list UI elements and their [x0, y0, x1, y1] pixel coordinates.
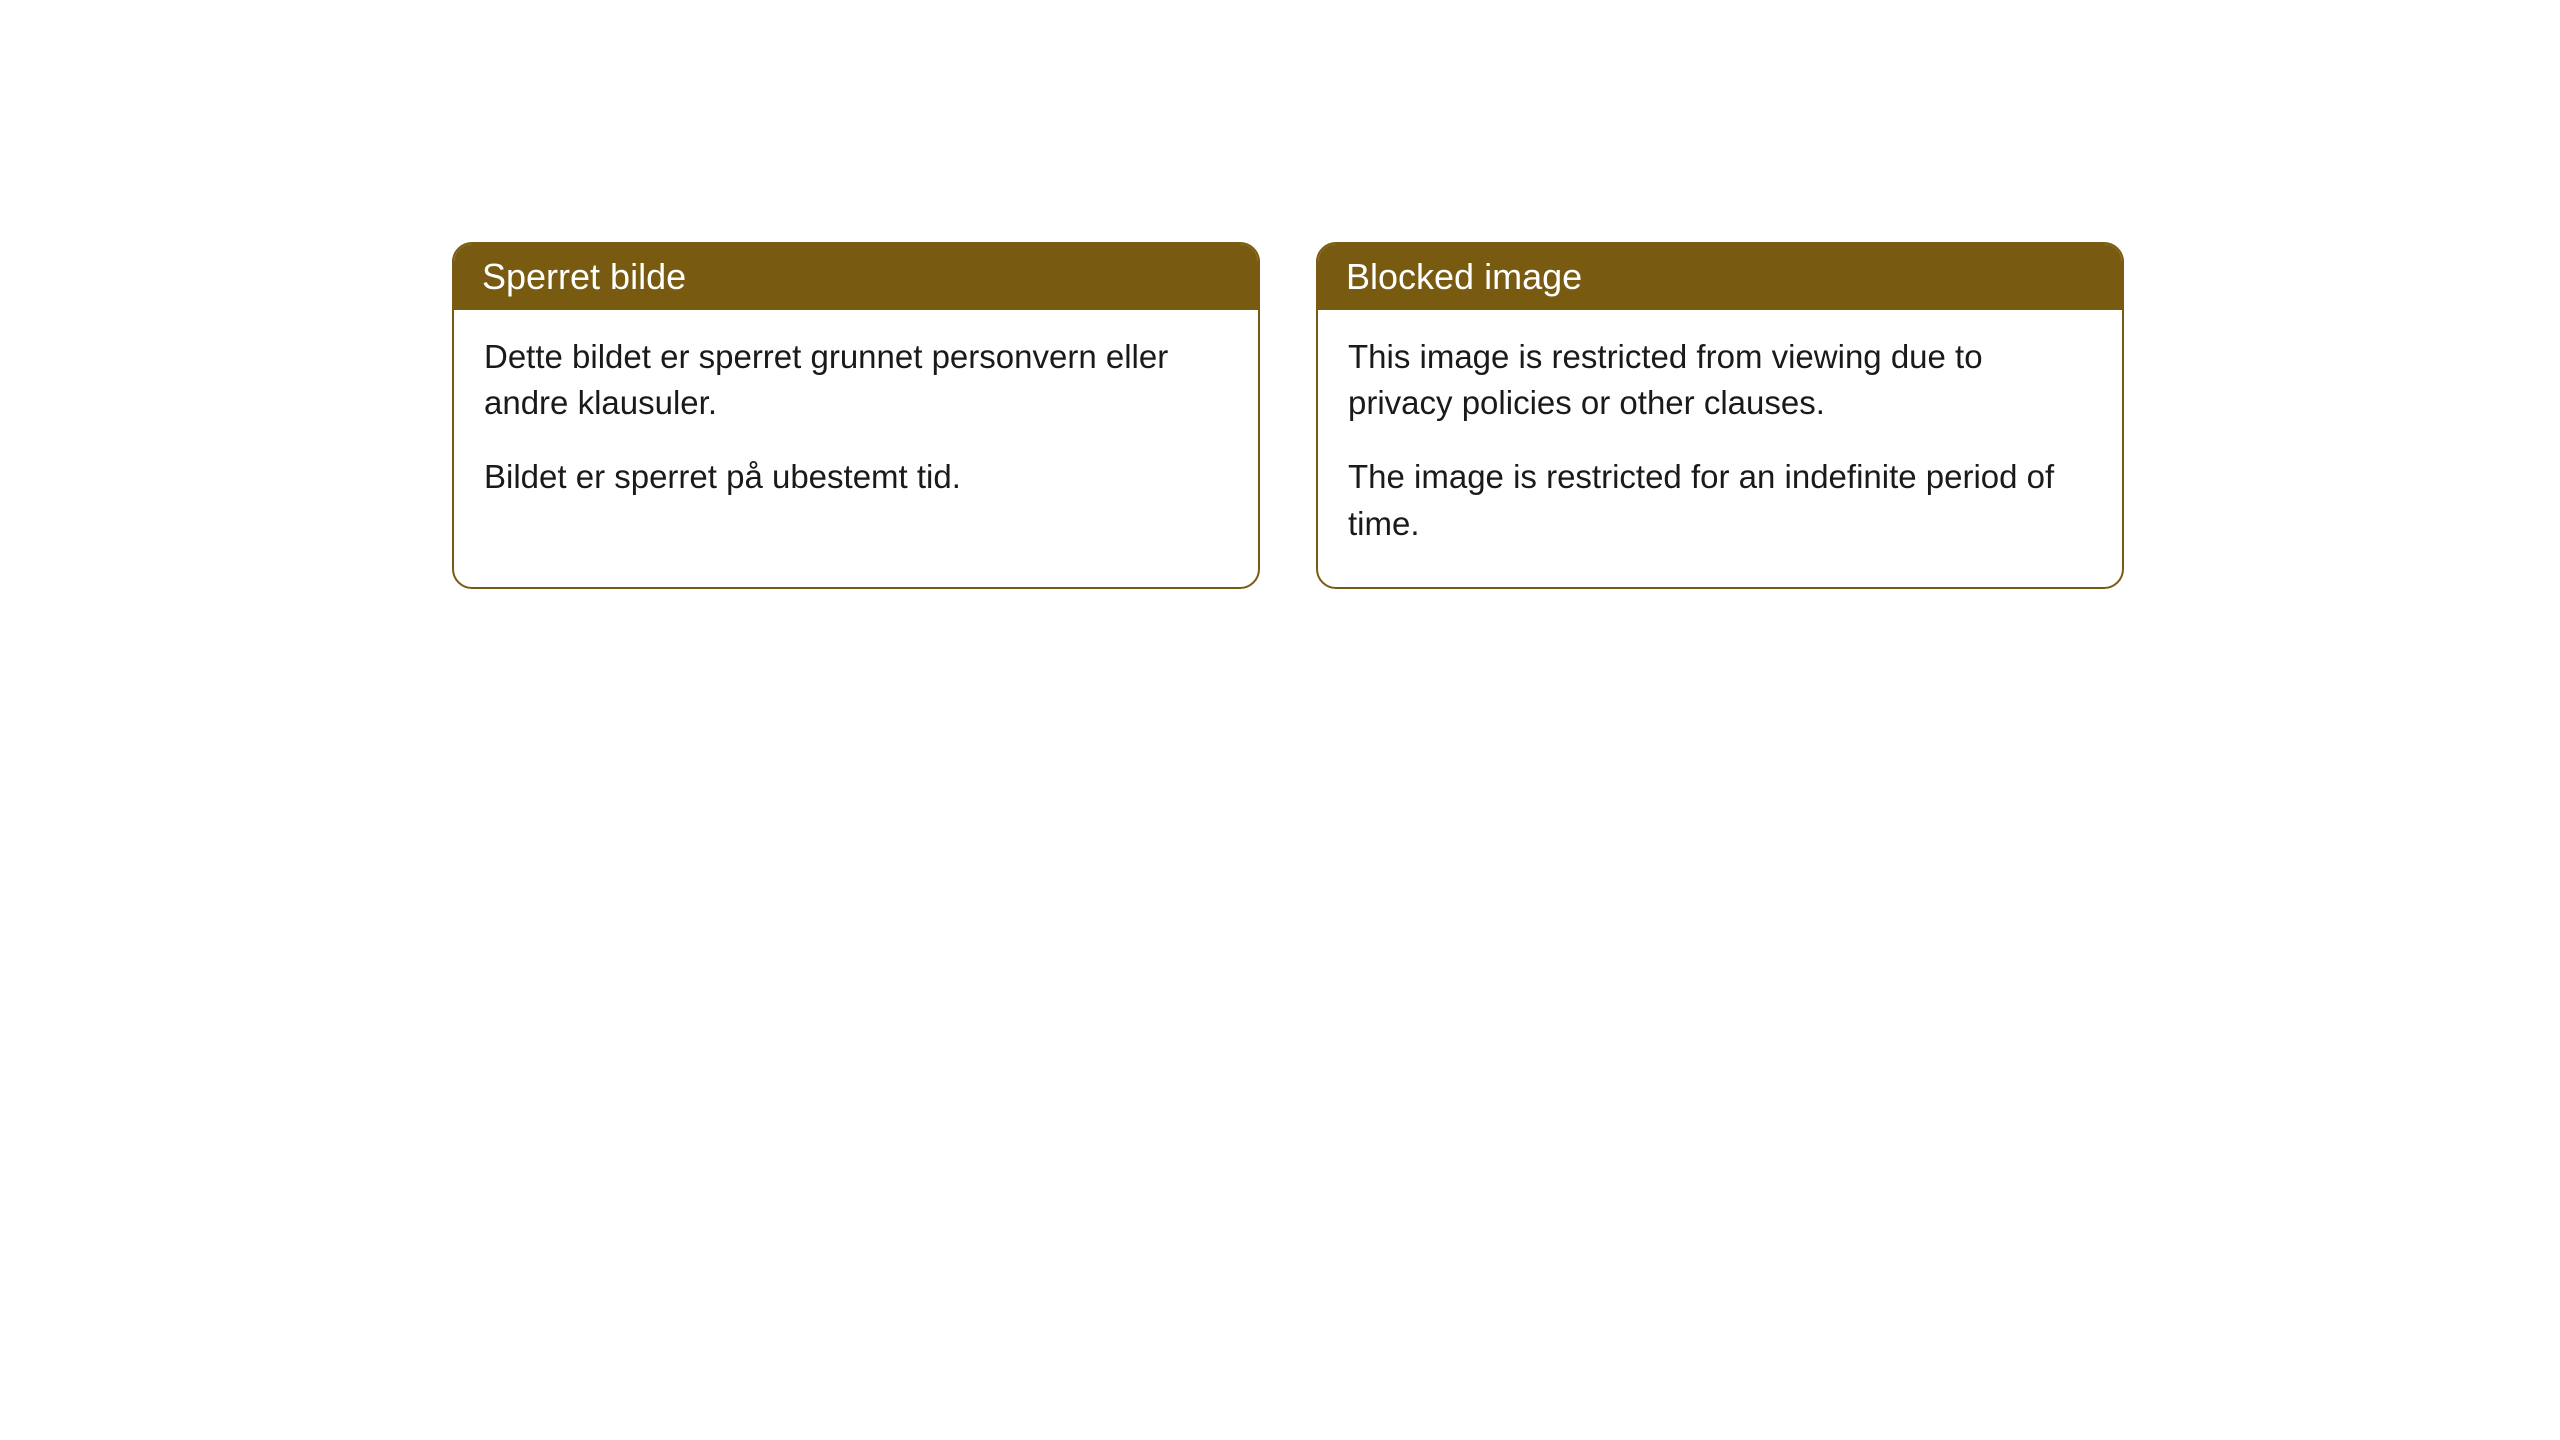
notice-cards-container: Sperret bilde Dette bildet er sperret gr…	[0, 0, 2560, 589]
card-paragraph-2-norwegian: Bildet er sperret på ubestemt tid.	[484, 454, 1228, 500]
blocked-image-card-norwegian: Sperret bilde Dette bildet er sperret gr…	[452, 242, 1260, 589]
card-paragraph-2-english: The image is restricted for an indefinit…	[1348, 454, 2092, 546]
card-header-norwegian: Sperret bilde	[454, 244, 1258, 310]
card-header-english: Blocked image	[1318, 244, 2122, 310]
card-body-english: This image is restricted from viewing du…	[1318, 310, 2122, 587]
blocked-image-card-english: Blocked image This image is restricted f…	[1316, 242, 2124, 589]
card-paragraph-1-norwegian: Dette bildet er sperret grunnet personve…	[484, 334, 1228, 426]
card-body-norwegian: Dette bildet er sperret grunnet personve…	[454, 310, 1258, 541]
card-paragraph-1-english: This image is restricted from viewing du…	[1348, 334, 2092, 426]
